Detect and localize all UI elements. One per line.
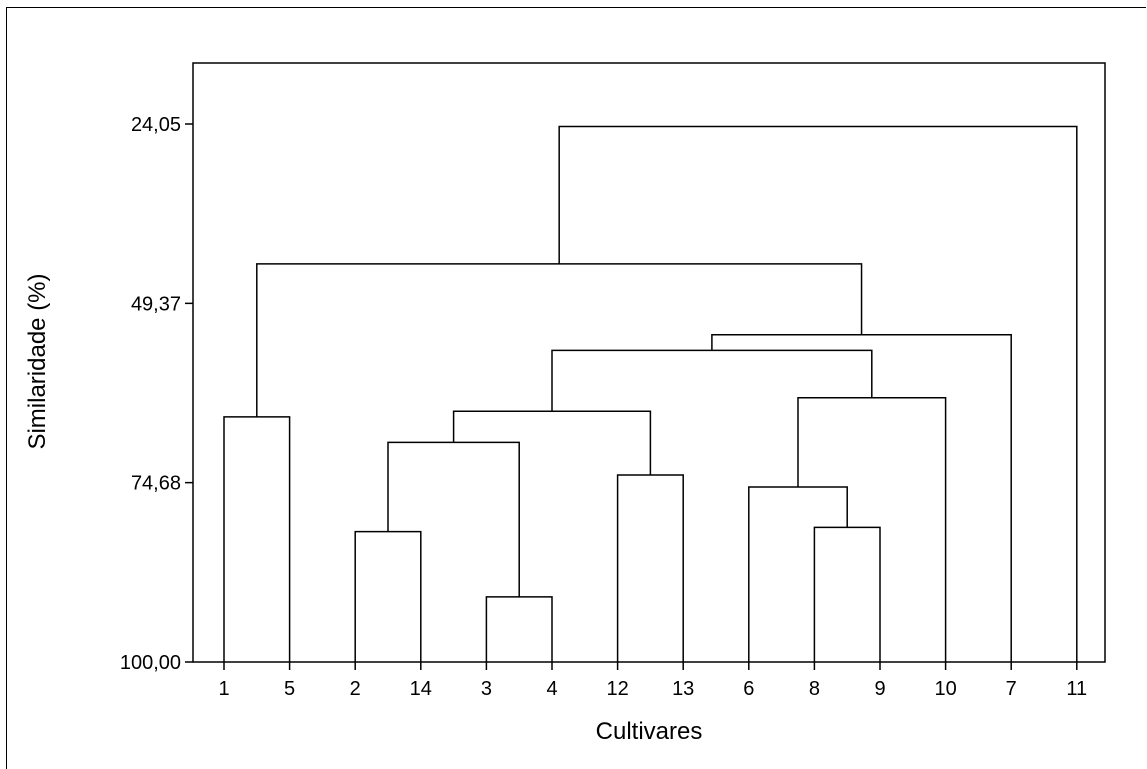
y-tick-label: 24,05 <box>131 114 181 136</box>
dendrogram-link <box>748 486 848 662</box>
x-tick-label: 12 <box>606 678 628 700</box>
figure-frame <box>6 7 1146 769</box>
y-tick-label: 49,37 <box>131 293 181 315</box>
x-tick-label: 3 <box>481 678 492 700</box>
x-tick-label: 9 <box>874 678 885 700</box>
dendrogram-links <box>223 125 1078 662</box>
y-tick-label: 74,68 <box>131 473 181 495</box>
dendrogram-link <box>223 416 291 662</box>
x-tick-label: 14 <box>410 678 432 700</box>
x-tick-label: 10 <box>934 678 956 700</box>
x-axis-label: Cultivares <box>596 718 703 745</box>
x-tick-label: 8 <box>809 678 820 700</box>
x-tick-label: 7 <box>1006 678 1017 700</box>
dendrogram-link <box>485 596 553 662</box>
plot-area <box>192 62 1106 663</box>
y-axis: 24,05 49,37 74,68 100,00 <box>120 114 193 674</box>
dendrogram-link <box>558 125 1078 662</box>
x-axis: 1 5 2 14 3 4 12 13 6 8 9 10 7 11 <box>218 662 1087 700</box>
y-axis-label: Similaridade (%) <box>24 273 51 449</box>
x-tick-label: 5 <box>284 678 295 700</box>
x-tick-label: 4 <box>546 678 557 700</box>
dendrogram-link <box>797 397 947 662</box>
x-tick-label: 11 <box>1066 678 1087 700</box>
y-tick-label: 100,00 <box>120 652 181 674</box>
dendrogram-link <box>711 333 1012 662</box>
x-tick-label: 13 <box>672 678 694 700</box>
dendrogram-link <box>616 474 684 662</box>
dendrogram-link <box>387 441 520 597</box>
x-tick-label: 1 <box>218 678 229 700</box>
dendrogram-link <box>813 526 881 662</box>
x-tick-label: 6 <box>743 678 754 700</box>
x-tick-label: 2 <box>350 678 361 700</box>
dendrogram-link <box>551 349 873 412</box>
dendrogram-link <box>354 530 422 662</box>
dendrogram-link <box>256 263 863 417</box>
